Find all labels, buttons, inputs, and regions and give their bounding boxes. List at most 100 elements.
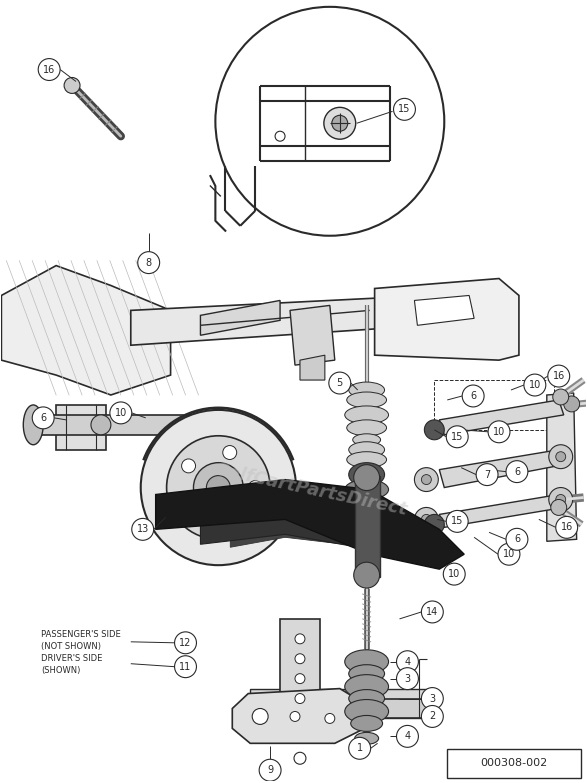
Circle shape — [443, 563, 465, 585]
Circle shape — [414, 507, 438, 532]
Text: 8: 8 — [146, 258, 152, 268]
Circle shape — [549, 488, 573, 511]
Polygon shape — [29, 415, 210, 435]
Ellipse shape — [23, 405, 43, 445]
Polygon shape — [200, 497, 424, 557]
Circle shape — [421, 687, 443, 709]
Polygon shape — [290, 305, 335, 365]
Circle shape — [324, 107, 356, 139]
Circle shape — [32, 407, 54, 429]
FancyBboxPatch shape — [447, 749, 581, 778]
Circle shape — [167, 436, 270, 539]
Polygon shape — [56, 405, 106, 449]
Circle shape — [207, 475, 230, 500]
Ellipse shape — [347, 420, 387, 436]
Polygon shape — [355, 475, 380, 577]
Polygon shape — [200, 301, 280, 335]
Circle shape — [393, 99, 416, 121]
Ellipse shape — [347, 392, 387, 408]
Circle shape — [141, 410, 296, 565]
Text: 15: 15 — [451, 431, 463, 442]
Circle shape — [396, 725, 419, 747]
Circle shape — [421, 514, 431, 525]
Text: 2: 2 — [429, 712, 436, 721]
Ellipse shape — [345, 650, 389, 673]
Text: 7: 7 — [484, 470, 490, 480]
Ellipse shape — [347, 452, 387, 467]
Text: DRIVER'S SIDE: DRIVER'S SIDE — [41, 655, 103, 663]
Polygon shape — [1, 265, 171, 395]
Ellipse shape — [349, 665, 384, 683]
Text: 10: 10 — [114, 408, 127, 418]
Text: (SHOWN): (SHOWN) — [41, 666, 80, 675]
Circle shape — [462, 385, 484, 407]
Circle shape — [476, 464, 498, 485]
Ellipse shape — [91, 415, 111, 435]
Circle shape — [194, 463, 243, 512]
Polygon shape — [547, 393, 576, 541]
Text: 10: 10 — [493, 427, 505, 437]
Circle shape — [295, 673, 305, 684]
Text: 10: 10 — [529, 380, 541, 390]
Circle shape — [446, 426, 468, 448]
Circle shape — [110, 402, 131, 424]
Ellipse shape — [345, 406, 389, 424]
Circle shape — [174, 655, 197, 677]
Circle shape — [524, 374, 546, 396]
Polygon shape — [414, 295, 474, 325]
Circle shape — [131, 518, 154, 540]
Ellipse shape — [345, 675, 389, 698]
Circle shape — [295, 634, 305, 644]
Circle shape — [275, 132, 285, 141]
Text: (NOT SHOWN): (NOT SHOWN) — [41, 642, 101, 651]
Circle shape — [223, 446, 237, 460]
Polygon shape — [156, 479, 464, 569]
Text: 16: 16 — [552, 371, 565, 381]
Circle shape — [506, 529, 528, 550]
Circle shape — [548, 365, 570, 387]
Polygon shape — [232, 688, 365, 743]
Text: 9: 9 — [267, 765, 273, 775]
Ellipse shape — [349, 463, 384, 486]
Circle shape — [556, 495, 566, 504]
Circle shape — [551, 500, 566, 515]
Ellipse shape — [349, 496, 384, 512]
Circle shape — [396, 651, 419, 673]
Ellipse shape — [350, 716, 383, 731]
Circle shape — [354, 464, 380, 490]
Text: 6: 6 — [40, 413, 46, 423]
Text: 13: 13 — [137, 525, 149, 534]
Circle shape — [223, 515, 237, 529]
Polygon shape — [439, 495, 564, 528]
Ellipse shape — [353, 434, 380, 446]
Circle shape — [329, 372, 350, 394]
Circle shape — [421, 705, 443, 727]
Circle shape — [556, 517, 578, 538]
Text: 000308-002: 000308-002 — [480, 758, 548, 768]
Circle shape — [332, 115, 348, 132]
Circle shape — [215, 7, 444, 236]
Text: 10: 10 — [448, 569, 460, 579]
Circle shape — [38, 59, 60, 81]
Circle shape — [564, 396, 579, 412]
Ellipse shape — [349, 382, 384, 398]
Text: PASSENGER'S SIDE: PASSENGER'S SIDE — [41, 630, 121, 640]
Text: 16: 16 — [561, 522, 573, 532]
Circle shape — [396, 668, 419, 690]
Circle shape — [349, 738, 370, 760]
Circle shape — [138, 251, 160, 273]
Circle shape — [556, 452, 566, 462]
Circle shape — [290, 712, 300, 721]
Ellipse shape — [349, 690, 384, 708]
Circle shape — [248, 481, 262, 495]
Ellipse shape — [349, 442, 384, 458]
Text: 5: 5 — [337, 378, 343, 388]
Text: 6: 6 — [514, 467, 520, 477]
Circle shape — [488, 420, 510, 442]
Circle shape — [549, 445, 573, 469]
Polygon shape — [230, 510, 404, 559]
Ellipse shape — [424, 420, 444, 440]
Text: 15: 15 — [451, 516, 463, 526]
Circle shape — [252, 709, 268, 724]
Circle shape — [354, 562, 380, 588]
